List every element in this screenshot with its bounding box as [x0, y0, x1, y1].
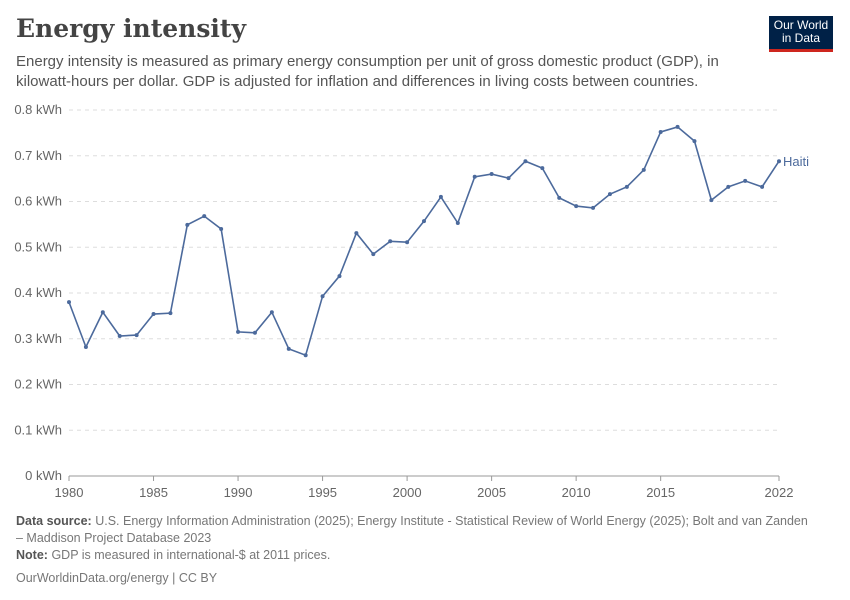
- data-point: [760, 184, 765, 189]
- data-point: [591, 205, 596, 210]
- note-text: GDP is measured in international-$ at 20…: [51, 548, 331, 562]
- data-point: [455, 221, 460, 226]
- data-point: [574, 204, 579, 209]
- source-label: Data source:: [16, 514, 92, 528]
- data-point: [185, 222, 190, 227]
- footer-links: OurWorldinData.org/energy | CC BY: [16, 570, 816, 587]
- data-point: [743, 178, 748, 183]
- y-tick-label: 0.7 kWh: [14, 148, 62, 163]
- x-tick-label: 1995: [308, 485, 337, 500]
- x-tick-label: 1990: [224, 485, 253, 500]
- data-point: [320, 294, 325, 299]
- x-tick-label: 1985: [139, 485, 168, 500]
- note-label: Note:: [16, 548, 48, 562]
- chart-title: Energy intensity: [16, 14, 246, 43]
- data-point: [168, 311, 173, 316]
- note: Note: GDP is measured in international-$…: [16, 547, 816, 564]
- data-source: Data source: U.S. Energy Information Adm…: [16, 513, 816, 547]
- data-point: [286, 346, 291, 351]
- data-point: [624, 184, 629, 189]
- y-tick-label: 0.6 kWh: [14, 194, 62, 209]
- series-label: Haiti: [783, 154, 809, 169]
- series-line: [68, 126, 780, 357]
- x-tick-label: 2005: [477, 485, 506, 500]
- data-point: [506, 176, 511, 181]
- data-point: [692, 139, 697, 144]
- data-point: [117, 334, 122, 339]
- y-tick-label: 0.2 kWh: [14, 377, 62, 392]
- y-tick-label: 0.1 kWh: [14, 422, 62, 437]
- data-point: [100, 310, 105, 315]
- data-point: [658, 129, 663, 134]
- data-point: [337, 274, 342, 279]
- y-tick-label: 0.5 kWh: [14, 239, 62, 254]
- data-point: [269, 310, 274, 315]
- data-point: [438, 194, 443, 199]
- data-point: [472, 174, 477, 179]
- owid-logo[interactable]: Our World in Data: [769, 16, 833, 52]
- data-point: [405, 240, 410, 245]
- license: | CC BY: [172, 571, 218, 585]
- data-point: [422, 219, 426, 224]
- chart-subtitle: Energy intensity is measured as primary …: [16, 53, 719, 90]
- x-tick-label: 2015: [646, 485, 675, 500]
- data-point: [252, 330, 257, 335]
- data-point: [523, 159, 528, 164]
- data-point: [303, 353, 308, 358]
- data-point: [219, 226, 224, 231]
- data-point: [726, 184, 731, 189]
- y-tick-label: 0.8 kWh: [14, 102, 62, 117]
- data-point: [709, 198, 714, 203]
- data-point: [202, 214, 207, 219]
- source-text: U.S. Energy Information Administration (…: [16, 514, 808, 545]
- data-point: [388, 239, 393, 244]
- y-tick-label: 0.3 kWh: [14, 331, 62, 346]
- y-tick-label: 0.4 kWh: [14, 285, 62, 300]
- energy-link[interactable]: OurWorldinData.org/energy: [16, 571, 169, 585]
- data-point: [557, 195, 562, 200]
- data-point: [607, 192, 612, 197]
- data-point: [777, 159, 781, 164]
- x-tick-label: 2000: [393, 485, 422, 500]
- x-tick-label: 2022: [765, 485, 794, 500]
- data-point: [151, 312, 156, 317]
- data-point: [236, 329, 241, 334]
- x-tick-label: 1980: [55, 485, 84, 500]
- data-point: [641, 167, 646, 172]
- data-point: [67, 300, 71, 305]
- x-tick-label: 2010: [562, 485, 591, 500]
- data-point: [675, 124, 680, 129]
- data-point: [354, 231, 359, 236]
- data-point: [371, 252, 376, 257]
- data-point: [489, 172, 494, 177]
- y-tick-label: 0 kWh: [25, 468, 62, 483]
- data-point: [134, 333, 139, 338]
- data-point: [83, 344, 88, 349]
- data-point: [540, 166, 545, 171]
